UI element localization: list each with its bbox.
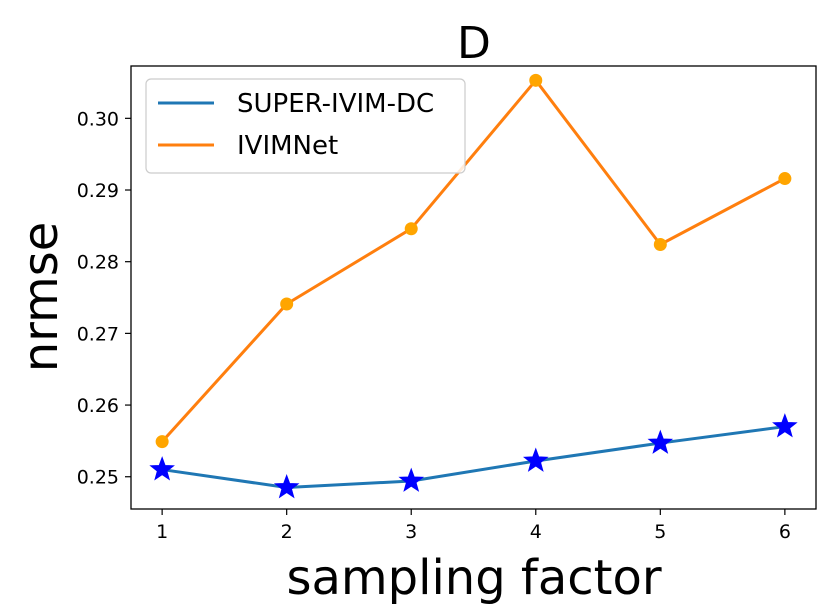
x-tick-label: 6 xyxy=(779,521,791,543)
data-point-star xyxy=(522,447,549,472)
data-point-circle xyxy=(404,222,418,236)
x-tick-label: 2 xyxy=(281,521,293,543)
y-tick-label: 0.26 xyxy=(77,395,119,417)
series-line-ivimnet xyxy=(161,78,786,443)
data-point-circle xyxy=(778,172,792,186)
y-tick-label: 0.28 xyxy=(77,252,119,274)
data-point-star xyxy=(647,429,674,454)
x-axis-title: sampling factor xyxy=(286,550,661,606)
y-tick-label: 0.30 xyxy=(77,108,119,130)
data-point-star xyxy=(149,456,175,481)
data-point-circle xyxy=(155,435,169,449)
y-tick-label: 0.27 xyxy=(77,323,119,345)
x-tick-label: 1 xyxy=(156,521,168,543)
data-point-circle xyxy=(529,73,543,87)
series-line-super-ivim-dc xyxy=(161,425,786,489)
x-tick-label: 3 xyxy=(405,521,417,543)
data-point-star xyxy=(398,467,425,492)
x-tick-label: 5 xyxy=(654,521,666,543)
data-point-circle xyxy=(280,297,294,311)
legend-label-super-ivim-dc: SUPER-IVIM-DC xyxy=(237,89,434,119)
plot-frame xyxy=(130,65,817,510)
series-super-ivim-dc xyxy=(149,413,798,499)
axis-ticks: 1 2 3 4 5 6 0.25 0.26 0.27 0.28 0.29 0.30 xyxy=(77,108,791,543)
y-tick-label: 0.25 xyxy=(77,467,119,489)
x-tick-label: 4 xyxy=(530,521,542,543)
y-axis-title: nrmse xyxy=(13,222,69,373)
data-point-star xyxy=(273,474,300,499)
legend-box xyxy=(145,78,466,174)
legend: SUPER-IVIM-DC IVIMNet xyxy=(145,78,466,174)
y-tick-label: 0.29 xyxy=(77,180,119,202)
chart-title: D xyxy=(457,18,491,69)
data-point-star xyxy=(772,413,798,438)
legend-label-ivimnet: IVIMNet xyxy=(237,131,338,161)
series-ivimnet xyxy=(155,73,792,449)
data-point-circle xyxy=(653,237,667,251)
series-layer xyxy=(149,73,798,499)
